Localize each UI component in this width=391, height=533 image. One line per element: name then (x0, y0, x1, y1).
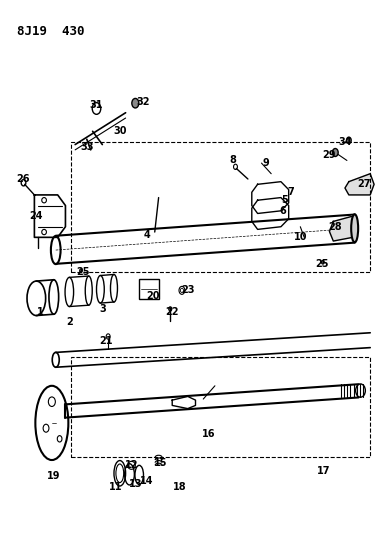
Text: 23: 23 (181, 285, 194, 295)
Text: 26: 26 (16, 174, 29, 184)
Text: 7: 7 (287, 187, 294, 197)
Text: 11: 11 (109, 481, 123, 491)
Text: 5: 5 (282, 195, 288, 205)
Text: 15: 15 (154, 458, 167, 467)
Text: 21: 21 (99, 336, 113, 346)
Ellipse shape (80, 269, 83, 272)
Text: 33: 33 (80, 142, 93, 152)
Text: 18: 18 (173, 481, 187, 491)
Text: 29: 29 (323, 150, 336, 160)
Text: 2: 2 (66, 317, 73, 327)
Text: 3: 3 (99, 304, 106, 314)
Text: 20: 20 (146, 290, 160, 301)
Text: 31: 31 (90, 100, 103, 110)
Text: 27: 27 (358, 179, 371, 189)
Text: 25: 25 (76, 267, 90, 277)
Text: 16: 16 (202, 429, 216, 439)
Ellipse shape (169, 307, 172, 311)
Polygon shape (330, 216, 357, 241)
Ellipse shape (321, 261, 324, 264)
Text: 8J19  430: 8J19 430 (17, 25, 84, 38)
Bar (71, 357, 370, 457)
Text: 25: 25 (315, 259, 328, 269)
Text: 12: 12 (125, 461, 138, 470)
Text: 30: 30 (113, 126, 127, 136)
Ellipse shape (332, 149, 338, 157)
Text: 34: 34 (338, 137, 352, 147)
Bar (71, 142, 370, 272)
Text: 14: 14 (140, 477, 154, 486)
Text: 28: 28 (328, 222, 342, 232)
Ellipse shape (132, 99, 139, 108)
Ellipse shape (346, 137, 351, 143)
Text: 4: 4 (143, 230, 151, 240)
Text: 9: 9 (262, 158, 269, 168)
Ellipse shape (351, 214, 358, 243)
Text: 19: 19 (47, 471, 61, 481)
Text: 8: 8 (229, 156, 236, 165)
Polygon shape (345, 174, 374, 195)
Text: 13: 13 (129, 479, 142, 489)
Text: 1: 1 (37, 306, 43, 317)
Bar (139, 279, 159, 300)
Text: 17: 17 (317, 466, 330, 475)
Text: 24: 24 (30, 211, 43, 221)
Text: 10: 10 (294, 232, 307, 243)
Text: 22: 22 (165, 306, 179, 317)
Text: 32: 32 (136, 97, 150, 107)
Text: 6: 6 (280, 206, 286, 216)
